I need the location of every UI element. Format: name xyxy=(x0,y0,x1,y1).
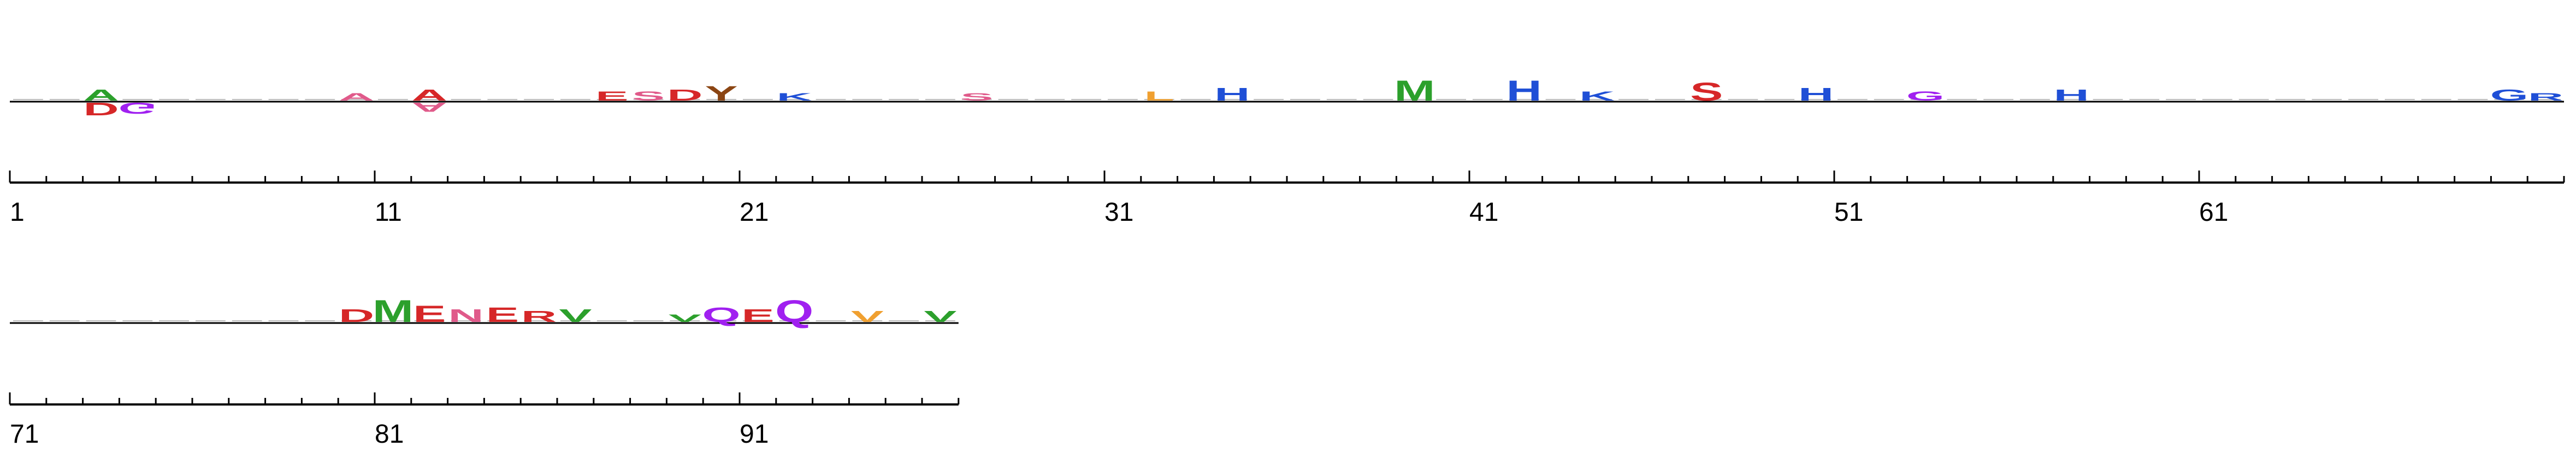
residue-glyph-Q: Q xyxy=(775,294,813,329)
residue-glyph-S: S xyxy=(960,91,993,103)
x-tick-label: 41 xyxy=(1469,198,1498,227)
residue-glyph-V: V xyxy=(559,306,592,326)
residue-glyph-N: N xyxy=(448,306,483,326)
residue-glyph-E: E xyxy=(741,306,774,326)
residue-glyph-G: G xyxy=(119,99,157,117)
residue-glyph-D: D xyxy=(83,99,119,119)
residue-glyph-R: R xyxy=(521,308,557,325)
residue-glyph-M: M xyxy=(373,294,413,329)
residue-glyph-L: L xyxy=(1144,89,1174,103)
residue-glyph-E: E xyxy=(413,301,446,327)
residue-glyph-H: H xyxy=(2054,86,2089,104)
residue-glyph-A: A xyxy=(339,91,374,103)
residue-glyph-K: K xyxy=(777,91,812,103)
residue-glyph-K: K xyxy=(1579,89,1615,103)
residue-glyph-H: H xyxy=(1798,84,1834,104)
residue-glyph-G: G xyxy=(2490,86,2528,104)
residue-glyph-A: A xyxy=(412,86,447,104)
residue-glyph-S: S xyxy=(632,89,665,103)
x-tick-label: 11 xyxy=(375,198,402,227)
x-tick-label: 81 xyxy=(375,420,404,449)
residue-glyph-H: H xyxy=(1214,84,1250,104)
x-tick-label: 91 xyxy=(740,420,769,449)
residue-glyph-E: E xyxy=(595,89,628,103)
residue-glyph-S: S xyxy=(1690,78,1723,107)
residue-glyph-M: M xyxy=(1394,74,1435,107)
x-tick-label: 71 xyxy=(10,420,39,449)
residue-glyph-Y: Y xyxy=(705,81,738,105)
residue-glyph-D: D xyxy=(667,86,702,104)
residue-glyph-V: V xyxy=(924,308,957,325)
x-tick-label: 31 xyxy=(1104,198,1133,227)
residue-glyph-D: D xyxy=(339,306,374,326)
x-tick-label: 1 xyxy=(10,198,25,227)
residue-glyph-R: R xyxy=(2528,91,2563,103)
residue-glyph-A: A xyxy=(412,100,447,115)
residue-glyph-V: V xyxy=(669,313,702,324)
residue-glyph-E: E xyxy=(486,303,519,326)
residue-glyph-Q: Q xyxy=(702,303,741,326)
residue-glyph-V: V xyxy=(851,308,884,325)
x-tick-label: 61 xyxy=(2199,198,2228,227)
residue-glyph-A: A xyxy=(83,86,119,104)
residue-glyph-G: G xyxy=(1906,89,1945,103)
residue-glyph-H: H xyxy=(1506,74,1542,107)
x-tick-label: 21 xyxy=(740,198,769,227)
x-tick-label: 51 xyxy=(1834,198,1863,227)
